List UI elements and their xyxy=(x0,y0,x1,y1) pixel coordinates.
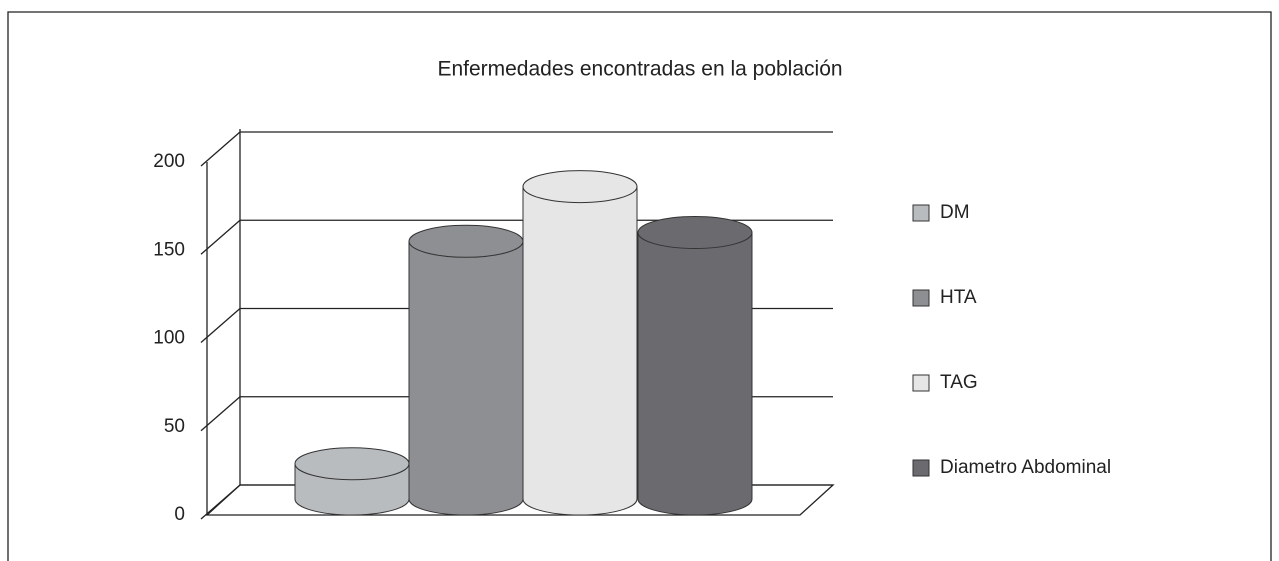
legend-label: HTA xyxy=(940,287,977,308)
cylinder-body xyxy=(408,240,524,516)
tick-mark xyxy=(200,484,241,520)
legend-swatch xyxy=(912,459,930,477)
y-tick-label: 150 xyxy=(153,239,185,260)
cylinder-body xyxy=(522,186,638,516)
tick-mark xyxy=(200,396,241,432)
tick-mark xyxy=(200,219,241,255)
cylinder-top xyxy=(294,447,410,481)
frame xyxy=(7,11,1272,561)
tick-mark xyxy=(200,131,241,167)
y-tick-label: 200 xyxy=(153,151,185,172)
chart-title: Enfermedades encontradas en la población xyxy=(437,58,842,81)
cylinder-body xyxy=(637,231,753,516)
legend-label: TAG xyxy=(940,372,978,393)
legend-swatch xyxy=(912,204,930,222)
legend-label: Diametro Abdominal xyxy=(940,457,1111,478)
legend-swatch xyxy=(912,289,930,307)
tick-mark xyxy=(200,308,241,343)
cylinder-top xyxy=(408,224,524,258)
legend-label: DM xyxy=(940,202,970,223)
legend-swatch xyxy=(912,374,930,392)
cylinder-top xyxy=(522,170,638,204)
y-tick-label: 0 xyxy=(174,504,185,525)
cylinder-top xyxy=(637,215,753,249)
y-tick-label: 100 xyxy=(153,328,185,349)
y-tick-label: 50 xyxy=(164,416,185,437)
